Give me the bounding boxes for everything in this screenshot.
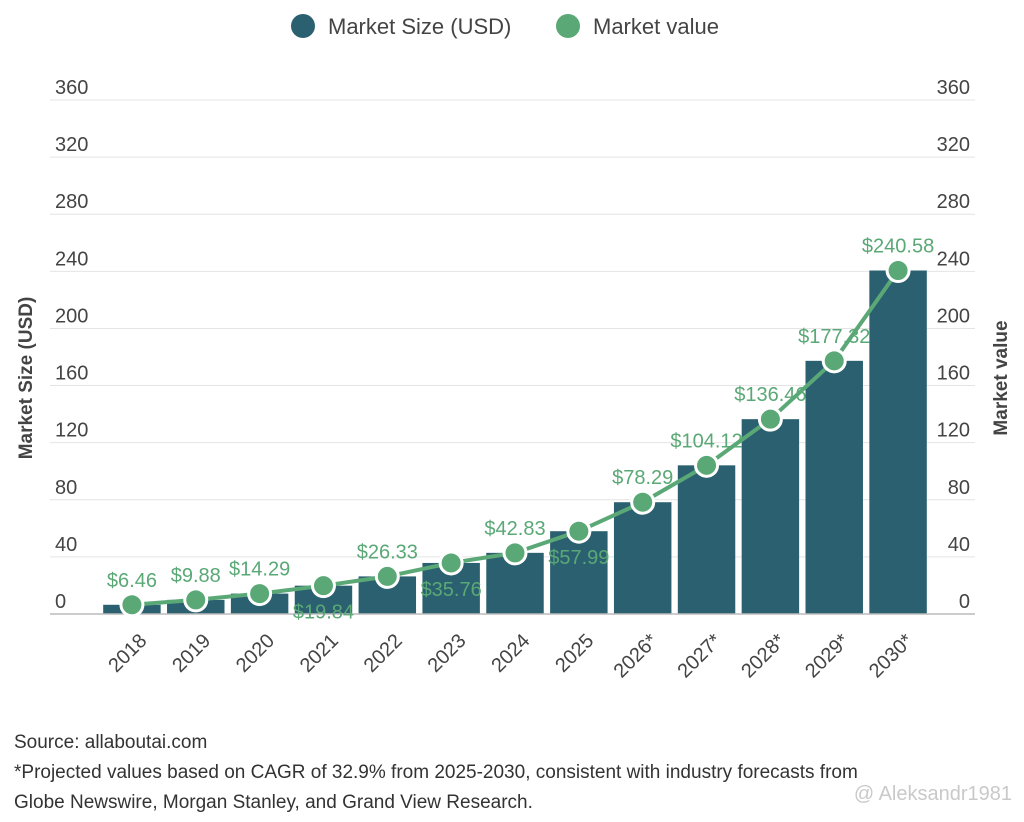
x-tick-label: 2029* bbox=[801, 630, 854, 683]
bar bbox=[869, 270, 927, 614]
bar bbox=[613, 502, 672, 614]
x-tick-label: 2028* bbox=[737, 630, 790, 683]
y-tick-label-left: 120 bbox=[55, 420, 88, 442]
y-tick-label-right: 160 bbox=[937, 363, 970, 385]
gridlines bbox=[50, 99, 975, 558]
data-label: $14.29 bbox=[229, 559, 290, 581]
data-label: $26.33 bbox=[357, 541, 418, 563]
y-axis-title-right: Market value bbox=[991, 320, 1012, 435]
data-label: $35.76 bbox=[421, 579, 482, 601]
data-labels: $6.46 $9.88 $14.29$19.84 $26.33$35.76 $42.83… bbox=[107, 236, 934, 624]
line-point bbox=[310, 573, 336, 599]
line-point bbox=[566, 518, 592, 544]
line-point bbox=[247, 581, 273, 607]
y-axis-title-left: Market Size (USD) bbox=[16, 297, 37, 460]
line-point bbox=[374, 563, 400, 589]
data-label: $9.88 bbox=[171, 565, 221, 587]
y-tick-label-left: 0 bbox=[55, 591, 66, 613]
y-tick-label-left: 240 bbox=[55, 248, 88, 270]
x-tick-label: 2021 bbox=[296, 630, 343, 677]
x-tick-label: 2024 bbox=[487, 630, 534, 677]
projection-note-line-1: *Projected values based on CAGR of 32.9%… bbox=[14, 762, 858, 783]
x-tick-label: 2027* bbox=[673, 630, 726, 683]
y-tick-label-right: 40 bbox=[948, 534, 970, 556]
combo-chart: 0 0 40 40 80 80 120 120 160 160 200 200 240 240 280 280… bbox=[16, 14, 1012, 683]
y-tick-label-left: 160 bbox=[55, 363, 88, 385]
x-tick-label: 2030* bbox=[865, 630, 918, 683]
projection-note-line-2: Globe Newswire, Morgan Stanley, and Gran… bbox=[14, 792, 533, 813]
line-point bbox=[502, 540, 528, 566]
y-tick-label-left: 280 bbox=[55, 191, 88, 213]
y-tick-label-left: 320 bbox=[55, 134, 88, 156]
y-tick-label-right: 360 bbox=[937, 77, 970, 99]
bar bbox=[741, 419, 800, 614]
line-point bbox=[821, 348, 847, 374]
line-point bbox=[438, 550, 464, 576]
bar bbox=[550, 531, 608, 614]
legend-label-market-size: Market Size (USD) bbox=[328, 14, 511, 39]
y-tick-label-left: 200 bbox=[55, 305, 88, 327]
y-tick-label-right: 320 bbox=[937, 134, 970, 156]
data-label: $104.12 bbox=[670, 430, 742, 452]
y-tick-label-right: 120 bbox=[937, 420, 970, 442]
y-tick-label-left: 80 bbox=[55, 477, 77, 499]
y-tick-label-right: 0 bbox=[959, 591, 970, 613]
x-tick-label: 2025 bbox=[551, 630, 598, 677]
data-label: $6.46 bbox=[107, 570, 157, 592]
data-label: $42.83 bbox=[484, 518, 545, 540]
line-point bbox=[119, 592, 145, 618]
data-label: $57.99 bbox=[548, 547, 609, 569]
line-point bbox=[757, 406, 783, 432]
x-tick-label: 2019 bbox=[168, 630, 215, 677]
data-label: $136.46 bbox=[734, 384, 806, 406]
data-label: $19.84 bbox=[293, 602, 354, 624]
line-point bbox=[183, 587, 209, 613]
bar bbox=[805, 360, 863, 614]
data-label: $177.32 bbox=[798, 326, 870, 348]
data-label: $240.58 bbox=[862, 236, 934, 258]
legend: Market Size (USD) Market value bbox=[291, 14, 719, 39]
line-points bbox=[119, 258, 911, 618]
x-tick-label: 2023 bbox=[424, 630, 471, 677]
x-tick-label: 2026* bbox=[610, 630, 663, 683]
watermark-text: @ Aleksandr1981 bbox=[853, 783, 1012, 805]
line-point bbox=[885, 258, 911, 284]
footer: Source: allaboutai.com *Projected values… bbox=[14, 728, 1014, 818]
source-text: Source: allaboutai.com bbox=[14, 732, 208, 753]
data-label: $78.29 bbox=[612, 467, 673, 489]
y-tick-label-right: 280 bbox=[937, 191, 970, 213]
y-tick-label-right: 240 bbox=[937, 248, 970, 270]
legend-label-market-value: Market value bbox=[593, 14, 719, 39]
bar bbox=[677, 465, 736, 614]
x-tick-label: 2018 bbox=[104, 630, 151, 677]
legend-marker-market-size bbox=[291, 14, 315, 38]
y-tick-label-left: 360 bbox=[55, 77, 88, 99]
y-tick-label-right: 200 bbox=[937, 305, 970, 327]
legend-marker-market-value bbox=[556, 14, 580, 38]
line-point bbox=[630, 489, 656, 515]
y-tick-label-left: 40 bbox=[55, 534, 77, 556]
line-point bbox=[694, 452, 720, 478]
x-tick-label: 2020 bbox=[232, 630, 279, 677]
watermark: @ Aleksandr1981 bbox=[854, 783, 1012, 806]
x-tick-label: 2022 bbox=[360, 630, 407, 677]
y-tick-label-right: 80 bbox=[948, 477, 970, 499]
